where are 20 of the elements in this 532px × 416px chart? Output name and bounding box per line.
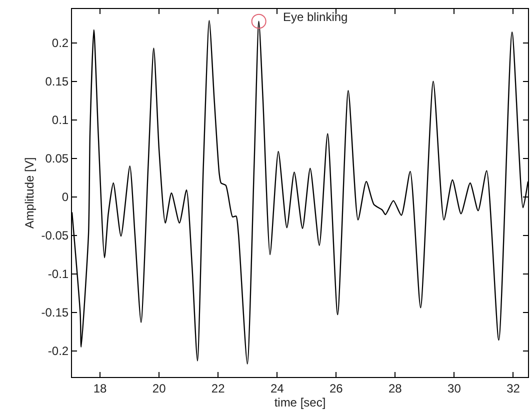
y-tick-label: 0.2 bbox=[52, 36, 69, 50]
y-axis-title: Amplitude [V] bbox=[22, 157, 37, 229]
y-tick-label: 0 bbox=[62, 190, 69, 204]
x-tick-label: 30 bbox=[448, 381, 462, 396]
y-tick-label: 0.05 bbox=[45, 152, 69, 166]
x-tick-label: 22 bbox=[211, 381, 226, 396]
x-tick-label: 20 bbox=[152, 381, 166, 396]
x-axis-title: time [sec] bbox=[274, 395, 326, 410]
y-tick-label: -0.2 bbox=[48, 344, 69, 358]
annotation: Eye blinking bbox=[283, 10, 348, 24]
x-tick-label: 32 bbox=[506, 381, 520, 396]
y-tick-label: -0.05 bbox=[41, 228, 69, 243]
x-tick-label: 28 bbox=[388, 381, 402, 396]
y-tick-label: -0.1 bbox=[48, 267, 69, 282]
x-tick-label: 24 bbox=[270, 381, 284, 396]
y-tick-label: 0.15 bbox=[45, 74, 69, 89]
x-tick-label: 18 bbox=[93, 381, 108, 396]
y-tick-label: 0.1 bbox=[52, 113, 69, 128]
y-tick-label: -0.15 bbox=[41, 306, 69, 320]
x-tick-label: 26 bbox=[329, 381, 344, 396]
